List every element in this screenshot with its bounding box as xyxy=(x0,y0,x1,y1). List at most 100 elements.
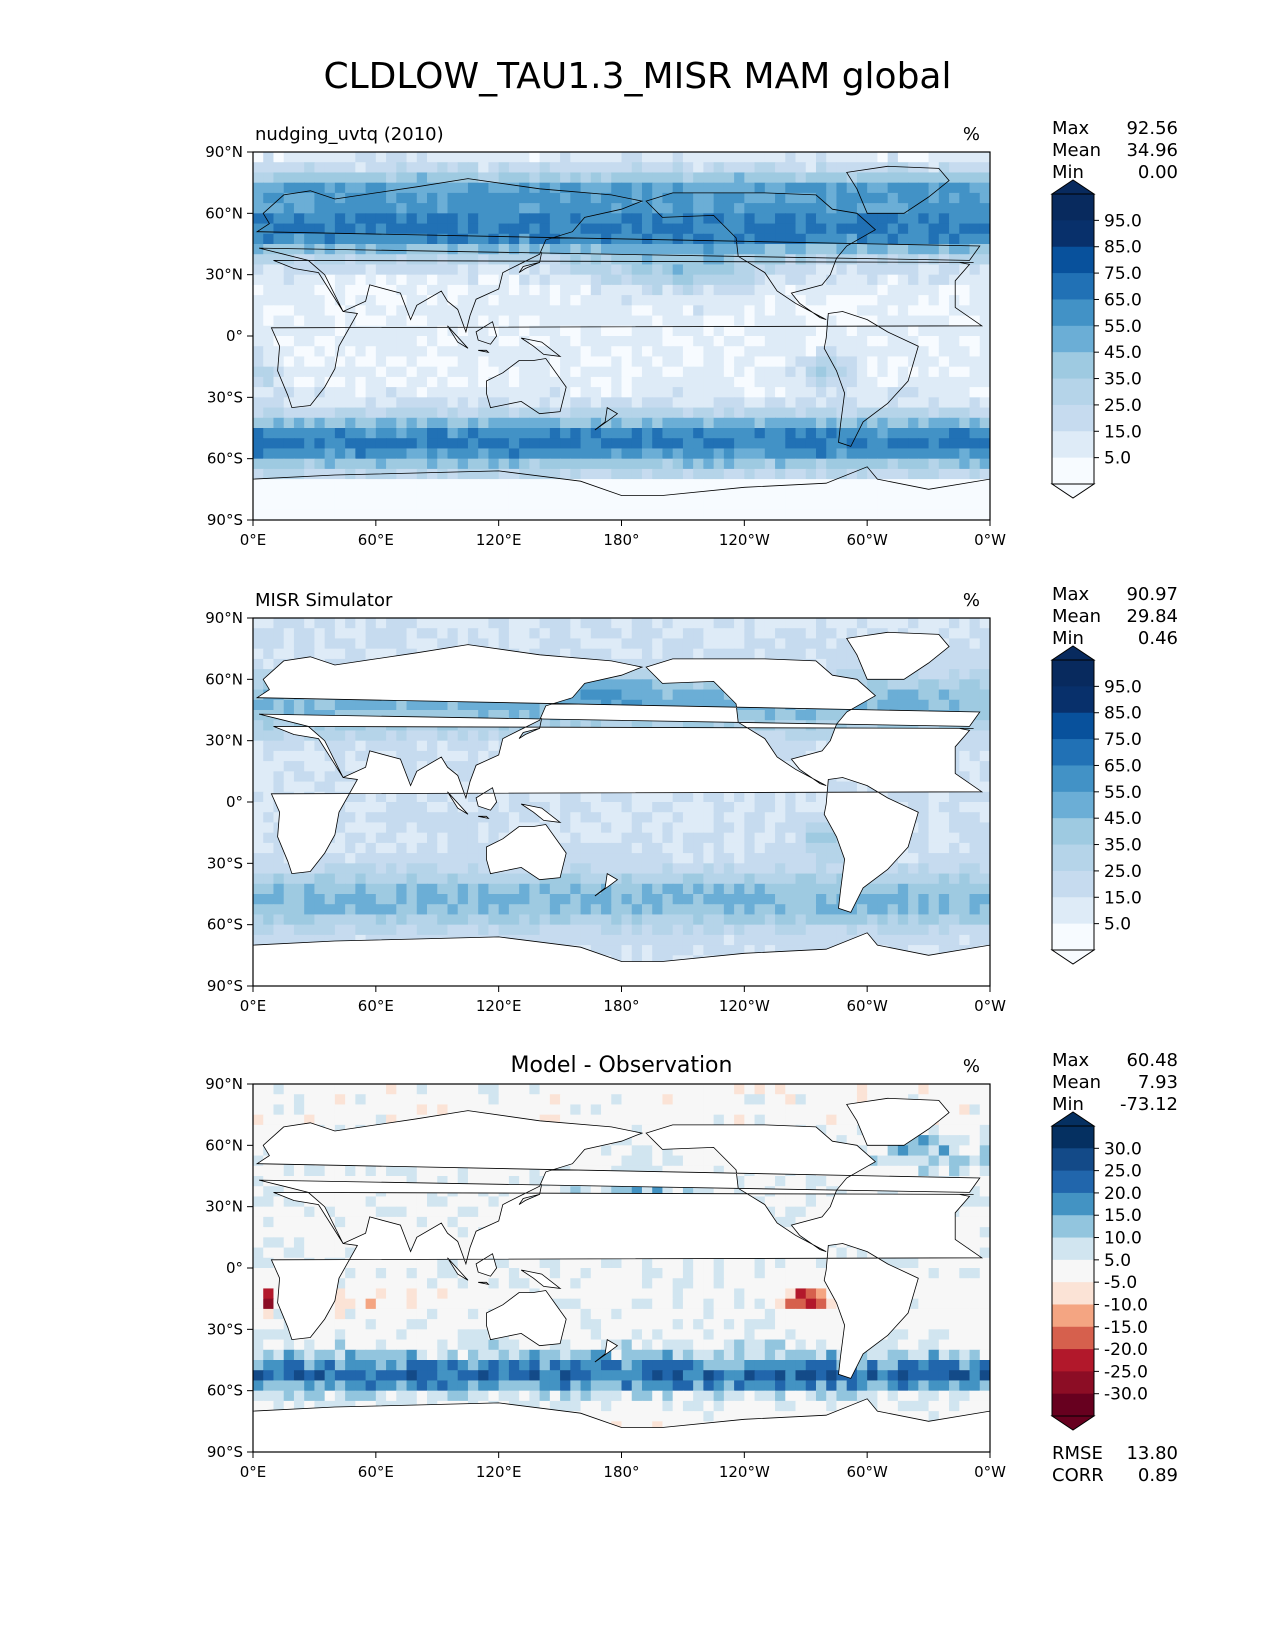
stat-value: 92.56 xyxy=(1126,118,1178,139)
field-cell xyxy=(836,458,848,470)
y-tick-label: 60°N xyxy=(205,204,243,222)
field-cell xyxy=(253,438,264,450)
field-cell xyxy=(928,822,940,834)
field-cell xyxy=(437,223,449,235)
field-cell xyxy=(304,254,316,266)
field-cell xyxy=(519,172,530,184)
field-cell xyxy=(969,223,981,235)
field-cell xyxy=(887,458,899,470)
field-cell xyxy=(856,152,868,163)
field-cell xyxy=(549,203,561,214)
field-cell xyxy=(867,366,879,378)
field-cell xyxy=(253,914,264,926)
field-cell xyxy=(263,233,275,245)
field-cell xyxy=(273,397,285,409)
field-cell xyxy=(887,336,899,347)
field-cell xyxy=(283,284,295,296)
field-cell xyxy=(764,233,776,245)
field-cell xyxy=(427,336,438,347)
field-cell xyxy=(897,924,909,936)
field-cell xyxy=(253,295,264,306)
field-cell xyxy=(611,182,623,194)
field-cell xyxy=(979,458,990,470)
field-cell xyxy=(703,489,715,501)
field-cell xyxy=(345,428,356,439)
field-cell xyxy=(283,781,295,793)
field-cell xyxy=(918,315,930,327)
field-cell xyxy=(529,366,541,378)
field-cell xyxy=(355,710,367,721)
field-cell xyxy=(764,162,776,174)
field-cell xyxy=(621,325,633,337)
field-cell xyxy=(293,264,305,276)
field-cell xyxy=(815,295,827,306)
field-cell xyxy=(601,689,612,701)
field-cell xyxy=(805,842,817,854)
field-cell xyxy=(672,274,684,286)
field-cell xyxy=(938,213,950,225)
field-cell xyxy=(457,618,469,629)
field-cell xyxy=(775,152,786,163)
field-cell xyxy=(826,448,838,460)
field-cell xyxy=(590,863,602,875)
field-cell xyxy=(775,284,786,296)
field-cell xyxy=(447,924,459,936)
field-cell xyxy=(334,761,346,772)
field-cell xyxy=(713,376,725,388)
field-cell xyxy=(263,325,275,337)
field-cell xyxy=(887,894,899,905)
field-cell xyxy=(693,924,704,936)
field-cell xyxy=(693,203,704,214)
field-cell xyxy=(826,325,838,337)
field-cell xyxy=(631,162,643,174)
field-cell xyxy=(467,499,479,511)
field-cell xyxy=(918,417,930,429)
field-cell xyxy=(877,152,889,163)
field-cell xyxy=(590,904,602,916)
field-cell xyxy=(549,244,561,255)
field-cell xyxy=(416,152,428,163)
field-cell xyxy=(703,468,715,480)
field-cell xyxy=(457,203,469,214)
field-cell xyxy=(273,883,285,895)
field-cell xyxy=(437,315,449,327)
field-cell xyxy=(293,325,305,337)
field-cell xyxy=(365,853,377,864)
field-cell xyxy=(672,336,684,347)
field-cell xyxy=(437,448,449,460)
field-cell xyxy=(437,458,449,470)
field-cell xyxy=(631,223,643,235)
field-cell xyxy=(785,315,797,327)
field-cell xyxy=(918,233,930,245)
field-cell xyxy=(324,883,336,895)
field-cell xyxy=(938,802,950,813)
field-cell xyxy=(437,387,449,398)
field-cell xyxy=(283,315,295,327)
field-cell xyxy=(826,182,838,194)
field-cell xyxy=(631,315,643,327)
field-cell xyxy=(478,172,490,184)
field-cell xyxy=(580,448,592,460)
field-cell xyxy=(949,479,960,490)
field-cell xyxy=(416,842,428,854)
field-cell xyxy=(723,822,735,834)
field-cell xyxy=(754,628,766,640)
field-cell xyxy=(519,346,530,358)
field-cell xyxy=(355,750,367,762)
field-cell xyxy=(918,428,930,439)
field-cell xyxy=(949,162,960,174)
field-cell xyxy=(775,428,786,439)
field-cell xyxy=(314,699,326,711)
field-cell xyxy=(969,509,981,520)
field-cell xyxy=(457,438,469,450)
field-cell xyxy=(549,934,561,946)
field-cell xyxy=(815,648,827,660)
field-cell xyxy=(396,699,408,711)
field-cell xyxy=(508,802,520,813)
field-cell xyxy=(969,812,981,824)
field-cell xyxy=(662,458,674,470)
field-cell xyxy=(580,822,592,834)
field-cell xyxy=(467,336,479,347)
field-cell xyxy=(467,274,479,286)
field-cell xyxy=(345,924,356,936)
